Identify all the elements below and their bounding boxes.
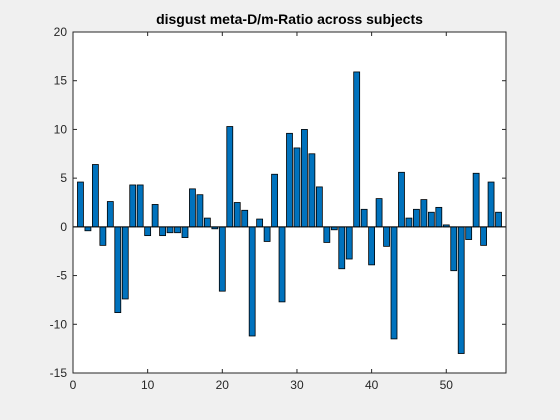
bar (181, 226, 189, 238)
bar (92, 164, 99, 228)
bar (144, 226, 152, 237)
axes-box (72, 31, 507, 374)
bar (203, 217, 211, 228)
bar (398, 171, 405, 228)
bar (472, 172, 480, 228)
x-tick-label: 10 (141, 378, 155, 392)
y-tick-label: -10 (50, 317, 68, 331)
x-tick-label: 0 (70, 378, 77, 392)
bar (383, 226, 390, 247)
bar (338, 226, 346, 270)
bar (233, 202, 241, 228)
bar (487, 181, 495, 228)
bar (323, 226, 331, 243)
bar (196, 194, 204, 228)
bar (226, 126, 234, 228)
bar (218, 226, 226, 292)
bar (129, 184, 137, 228)
bar (174, 226, 181, 234)
y-tick-label: -5 (56, 269, 67, 283)
bar (114, 226, 122, 313)
bar (77, 181, 84, 228)
bar (353, 71, 361, 228)
bar (420, 199, 428, 228)
bar (248, 226, 256, 337)
x-tick-label: 20 (216, 378, 230, 392)
x-tick-label: 50 (440, 378, 454, 392)
bar (413, 208, 420, 228)
bar (106, 201, 114, 228)
y-tick-label: 5 (60, 171, 67, 185)
bar (495, 211, 502, 228)
bar (166, 226, 174, 234)
bar (136, 184, 144, 228)
bar (360, 208, 368, 228)
bar (308, 153, 316, 228)
x-tick-label: 40 (365, 378, 379, 392)
bar (189, 188, 196, 228)
bar (435, 206, 443, 228)
y-tick-label: 0 (60, 220, 67, 234)
bar (345, 226, 353, 260)
chart-title: disgust meta-D/m-Ratio across subjects (156, 11, 423, 27)
y-tick-label: -15 (50, 366, 68, 380)
bar (159, 226, 166, 237)
bar (375, 198, 383, 228)
bar (465, 226, 473, 240)
bar (286, 132, 293, 228)
y-tick-label: 10 (54, 122, 68, 136)
bar (99, 226, 107, 246)
y-tick-label: 20 (54, 25, 68, 39)
bar (368, 226, 376, 266)
bar (293, 147, 301, 228)
bar (278, 226, 286, 303)
y-axis: -15 -10 -5 0 5 10 15 20 (50, 25, 506, 380)
bar (457, 226, 465, 354)
bar (84, 226, 92, 232)
bar (450, 226, 458, 272)
bar (271, 173, 278, 228)
bar (263, 226, 271, 242)
y-tick-label: 15 (54, 74, 68, 88)
bar (427, 211, 435, 228)
bar (480, 226, 487, 246)
bar (315, 186, 323, 228)
bar (121, 226, 129, 300)
bar (241, 209, 249, 228)
bar (151, 204, 159, 228)
bar (301, 129, 308, 228)
bar (405, 217, 413, 228)
bar (390, 226, 398, 340)
bar (256, 218, 264, 228)
x-tick-label: 30 (290, 378, 304, 392)
x-axis: 0 10 20 30 40 50 (70, 32, 454, 392)
